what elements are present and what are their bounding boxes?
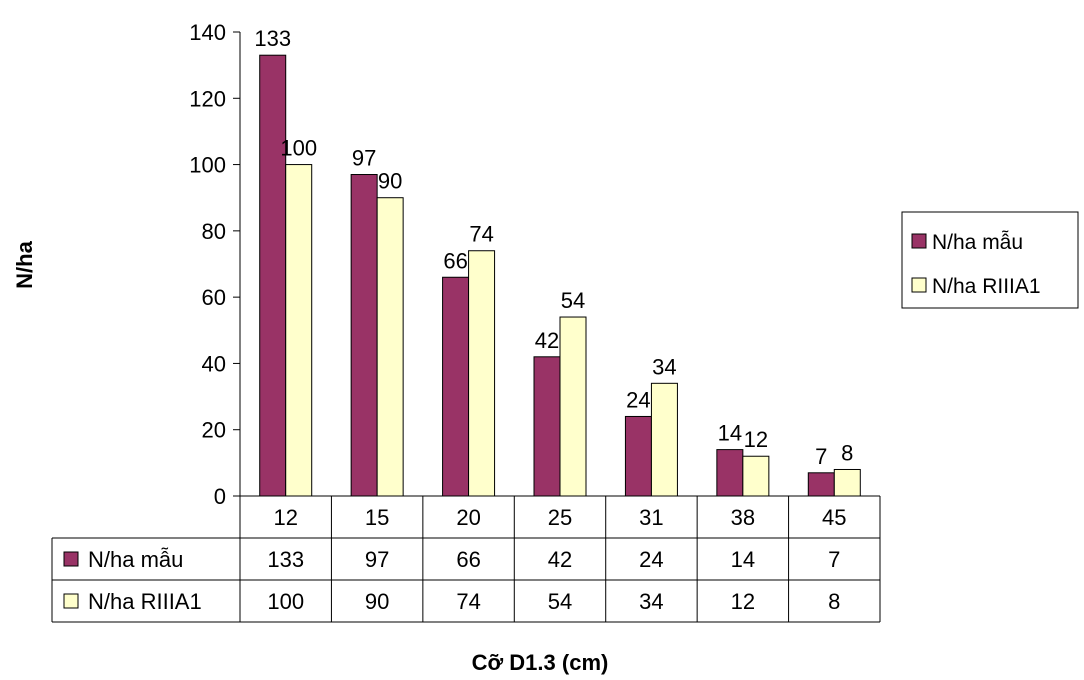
table-cell: 90 [365, 589, 389, 614]
legend-box [901, 211, 1079, 309]
bar [716, 449, 744, 497]
category-label: 25 [548, 505, 572, 530]
y-tick-label: 40 [202, 351, 226, 376]
x-axis-title: Cỡ D1.3 (cm) [472, 650, 609, 675]
y-tick-label: 100 [189, 153, 226, 178]
bar [807, 472, 835, 497]
legend-swatch [911, 277, 927, 293]
category-label: 31 [639, 505, 663, 530]
bar-value-label: 100 [280, 136, 317, 161]
table-cell: 14 [731, 547, 755, 572]
bar [650, 382, 678, 497]
bar [259, 54, 287, 497]
bar-value-label: 24 [626, 387, 650, 412]
bar [442, 276, 470, 497]
table-series-key [63, 593, 79, 609]
legend: N/ha mẫu N/ha RIIIA1 [901, 211, 1079, 309]
bar-value-label: 133 [254, 26, 291, 51]
bar [624, 415, 652, 497]
bar-value-label: 12 [744, 427, 768, 452]
bar-value-label: 42 [535, 328, 559, 353]
table-cell: 12 [731, 589, 755, 614]
y-tick-label: 140 [189, 20, 226, 45]
bar-value-label: 66 [443, 248, 467, 273]
bar-value-label: 8 [841, 440, 853, 465]
bar-value-label: 34 [652, 354, 676, 379]
y-tick-label: 20 [202, 418, 226, 443]
bar [833, 468, 861, 497]
bar-value-label: 90 [378, 169, 402, 194]
table-cell: 100 [267, 589, 304, 614]
category-label: 12 [273, 505, 297, 530]
y-tick-label: 80 [202, 219, 226, 244]
table-cell: 34 [639, 589, 663, 614]
bar-value-label: 14 [718, 421, 742, 446]
table-cell: 97 [365, 547, 389, 572]
bar [350, 174, 378, 497]
y-tick-label: 0 [214, 484, 226, 509]
y-axis-title: N/ha [12, 240, 37, 288]
bar [285, 164, 313, 497]
bar-value-label: 54 [561, 288, 585, 313]
category-label: 20 [456, 505, 480, 530]
category-label: 45 [822, 505, 846, 530]
table-cell: 42 [548, 547, 572, 572]
table-cell: 66 [456, 547, 480, 572]
y-tick-label: 120 [189, 86, 226, 111]
legend-label: N/ha mẫu [932, 231, 1023, 254]
data-table: 12 15 20 25 31 38 45 N/ha mẫu 133 97 66 42 24 14 7 N/ha… [51, 495, 881, 623]
y-axis: 0 20 40 60 80 100 120 140 [189, 20, 241, 509]
bar [533, 356, 561, 497]
bar [376, 197, 404, 497]
table-cell: 24 [639, 547, 663, 572]
bar-value-label: 7 [815, 444, 827, 469]
bar [559, 316, 587, 497]
table-cell: 54 [548, 589, 572, 614]
bars [259, 54, 861, 497]
y-tick-label: 60 [202, 285, 226, 310]
category-label: 38 [731, 505, 755, 530]
table-series-name: N/ha mẫu [88, 547, 183, 572]
legend-label: N/ha RIIIA1 [932, 275, 1041, 298]
bar [742, 455, 770, 497]
bar [468, 250, 496, 497]
table-cell: 7 [828, 547, 840, 572]
legend-swatch [911, 233, 927, 249]
category-label: 15 [365, 505, 389, 530]
bar-value-label: 97 [352, 146, 376, 171]
table-series-key [63, 551, 79, 567]
table-cell: 74 [456, 589, 480, 614]
bar-value-label: 74 [469, 222, 493, 247]
table-cell: 133 [267, 547, 304, 572]
table-series-name: N/ha RIIIA1 [88, 589, 202, 614]
table-cell: 8 [828, 589, 840, 614]
